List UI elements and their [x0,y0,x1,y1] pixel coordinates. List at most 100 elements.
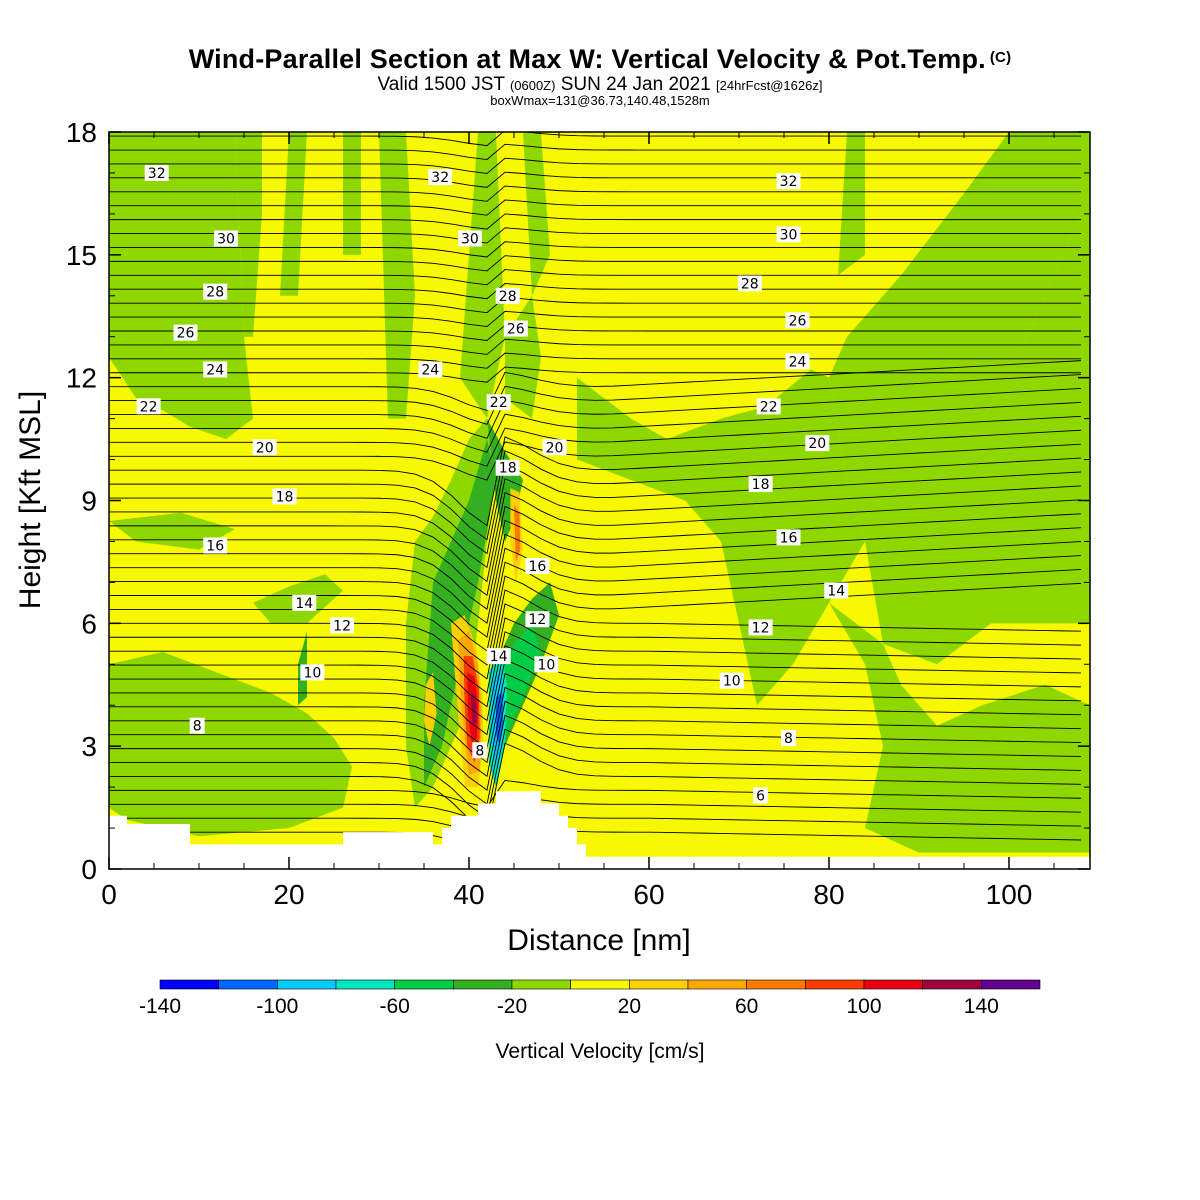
y-tick-label: 15 [66,240,97,271]
theta-label-text: 32 [780,174,798,190]
theta-label-box [748,476,773,493]
theta-label-text: 20 [546,440,564,456]
theta-line [109,505,1082,597]
theta-label-box [486,648,511,665]
theta-label: 22 [136,398,161,415]
theta-line [109,401,1082,453]
colorbar-swatch [570,979,630,990]
theta-line [109,575,1082,666]
theta-label-box [486,394,511,411]
theta-line [109,645,1082,736]
colorbar-swatch [863,979,923,990]
colorbar-tick-label: -140 [139,995,181,1018]
theta-label: 32 [428,169,453,186]
theta-label: 12 [525,611,550,628]
theta-label-box [203,537,228,554]
theta-line [109,450,1082,541]
theta-label: 24 [418,361,443,378]
theta-label: 18 [495,459,520,477]
theta-label-text: 10 [537,657,555,673]
theta-label: 8 [781,729,796,747]
colorbar-tick-label: 20 [618,995,641,1018]
colorbar-swatch [687,979,747,990]
theta-label-text: 26 [177,326,195,342]
theta-label-box [785,353,810,370]
theta-line [109,533,1082,624]
theta-label: 18 [748,476,773,493]
field-green-strip-d [460,132,505,419]
field-green-right-mid [865,193,1090,665]
theta-label: 14 [292,594,317,612]
colorbar-swatch [277,979,337,990]
theta-line [109,603,1082,694]
velocity-field [109,132,1090,869]
theta-label: 28 [737,275,762,292]
theta-label-box [272,488,297,505]
theta-line [109,143,1081,160]
theta-label: 10 [719,672,744,690]
theta-label: 26 [173,324,198,342]
theta-label-box [756,398,781,415]
theta-label-text: 16 [206,539,224,555]
forecast-info: [24hrFcst@1626z] [716,78,823,93]
theta-label-text: 10 [723,674,741,690]
theta-line [109,821,1082,850]
copyright-mark: (C) [989,49,1012,66]
theta-label-box [503,320,528,337]
x-tick-label: 60 [633,879,664,910]
chart-title-main: Wind-Parallel Section at Max W: Vertical… [188,44,986,74]
theta-label-box [776,173,801,190]
x-tick-label: 100 [986,879,1033,910]
theta-label: 22 [486,394,511,411]
theta-label-box [292,594,317,611]
theta-line [109,779,1082,808]
theta-label-box [203,283,228,300]
theta-label-text: 14 [295,596,313,612]
theta-line [109,547,1082,638]
theta-label-text: 6 [756,788,765,804]
theta-label: 26 [785,312,810,329]
theta-label-text: 10 [303,665,321,681]
colorbar-tick-label: -60 [379,995,409,1018]
field-darkred [470,692,478,726]
theta-label: 14 [824,582,849,600]
theta-label: 18 [272,488,297,505]
theta-label: 12 [748,619,773,636]
theta-label-text: 16 [780,530,798,546]
theta-line [109,366,1081,383]
colorbar-tick-label: -100 [256,995,298,1018]
theta-label-box [525,611,550,628]
theta-label-box [173,324,198,341]
theta-line [109,519,1082,610]
field-medgreen-right [496,623,541,738]
theta-label-box [418,361,443,378]
theta-line [109,728,1082,819]
theta-label-text: 22 [140,399,158,415]
field-green-upper-right [829,132,1090,542]
theta-label: 16 [525,558,550,575]
x-tick-label: 40 [453,879,484,910]
theta-label: 32 [776,173,801,190]
theta-label-text: 28 [206,285,224,301]
theta-line [109,296,1081,314]
theta-line [109,742,1082,833]
colorbar-swatch [981,979,1041,990]
theta-label-text: 26 [789,313,807,329]
y-tick-label: 18 [66,117,97,148]
colorbar-swatch [453,979,513,990]
theta-label-box [144,164,169,181]
theta-label-text: 14 [827,584,845,600]
valid-prefix: Valid 1500 JST [377,74,505,95]
theta-label-box [542,439,567,456]
theta-label-box [495,459,520,476]
theta-label-box [781,729,796,746]
colorbar-label: Vertical Velocity [cm/s] [496,1040,705,1063]
field-darkorange-upper [514,504,521,562]
field-green-strip-f [838,132,865,276]
theta-label: 8 [472,742,488,759]
theta-line [109,360,1082,411]
theta-label-box [525,558,550,575]
theta-label-box [753,787,769,804]
theta-label-text: 28 [741,276,759,292]
